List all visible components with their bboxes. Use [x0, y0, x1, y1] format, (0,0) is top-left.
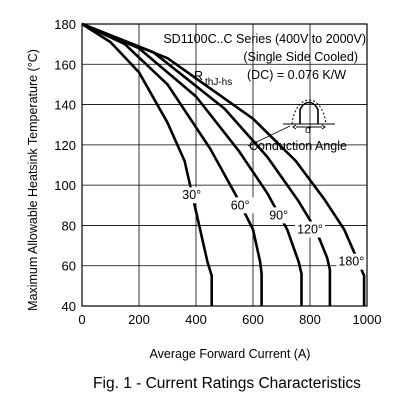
x-axis-title: Average Forward Current (A) [150, 347, 311, 361]
tick-labels: 0 200 400 600 800 1000 40 60 80 100 120 140 160 180 [54, 17, 381, 327]
inset-angle-symbol: σ [305, 125, 312, 136]
conduction-angle-label: Conduction Angle [249, 139, 347, 153]
y-tick-label-1: 60 [62, 259, 76, 274]
series-label-0: 30° [182, 188, 201, 202]
series-line-3 [81, 22, 332, 306]
grid-lines [81, 23, 368, 307]
series-label-bg-0 [176, 187, 207, 204]
y-tick-label-5: 140 [54, 98, 76, 113]
figure-caption: Fig. 1 - Current Ratings Characteristics [93, 375, 361, 392]
series-label-2: 90° [269, 208, 288, 222]
series-label-bg-2 [263, 207, 294, 224]
series-label-bg-3 [295, 221, 325, 238]
x-tick-label-0: 0 [78, 312, 85, 327]
y-axis-title: Maximum Allowable Heatsink Temperature (… [26, 49, 40, 311]
series-label-bg-4 [336, 253, 367, 270]
y-tick-label-0: 40 [62, 299, 76, 314]
y-tick-label-2: 80 [62, 218, 76, 233]
rth-subscript: thJ-hs [205, 77, 232, 88]
rth-value: (DC) = 0.076 K/W [247, 68, 346, 82]
conduction-angle-inset [283, 99, 335, 130]
x-tick-label-2: 400 [185, 312, 207, 327]
y-tick-label-7: 180 [54, 17, 76, 32]
series-label-4: 180° [338, 255, 364, 269]
series-line-4 [81, 22, 366, 306]
series-title-line1: SD1100C..C Series (400V to 2000V) [163, 32, 366, 46]
series-line-1 [81, 22, 263, 306]
y-tick-label-4: 120 [54, 138, 76, 153]
series-label-bg-1 [225, 197, 256, 214]
series-line-2 [81, 22, 303, 306]
conduction-angle-leader [247, 125, 291, 147]
x-tick-label-4: 800 [299, 312, 321, 327]
x-tick-label-1: 200 [128, 312, 150, 327]
rth-label: R [194, 69, 203, 83]
series-curves [81, 22, 366, 306]
y-tick-label-3: 100 [54, 178, 76, 193]
y-tick-label-6: 160 [54, 57, 76, 72]
x-tick-label-5: 1000 [353, 312, 382, 327]
x-tick-label-3: 600 [242, 312, 264, 327]
series-title-line2: (Single Side Cooled) [243, 50, 358, 64]
plot-frame [81, 23, 368, 307]
series-label-3: 120° [297, 222, 323, 236]
series-label-1: 60° [231, 198, 250, 212]
series-line-0 [81, 22, 213, 306]
series-labels: 30° 60° 90° 120° 180° [176, 187, 367, 270]
